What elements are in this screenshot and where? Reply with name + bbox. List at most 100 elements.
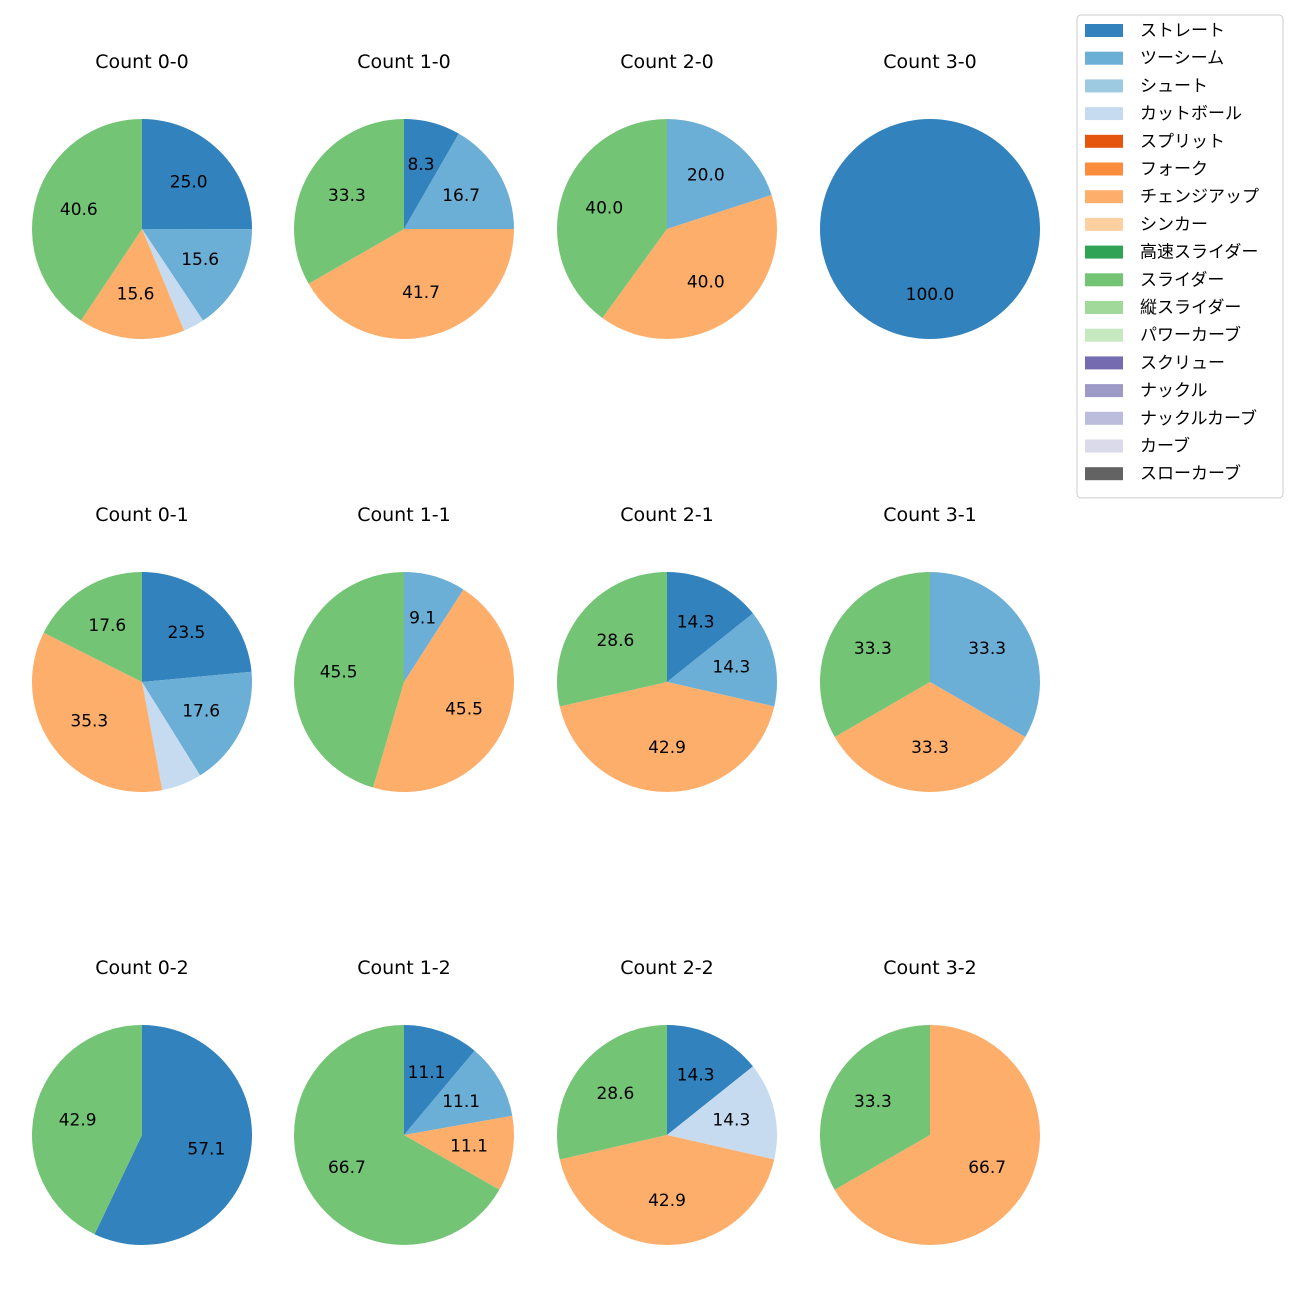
slice-label: 16.7 (442, 186, 480, 206)
slice-チェンジアップ (834, 682, 1026, 792)
slice-カットボール (142, 229, 204, 331)
pie-title: Count 3-1 (883, 504, 977, 526)
pie-title: Count 1-2 (357, 957, 451, 979)
pie-count-1-1: Count 1-1 9.1 45.5 45.5 (294, 504, 514, 792)
legend-swatch (1085, 439, 1123, 453)
legend-item: シュート (1085, 76, 1208, 96)
legend-swatch (1085, 79, 1123, 93)
legend-item: スプリット (1085, 132, 1225, 152)
slice-チェンジアップ (373, 589, 514, 792)
legend-label: スプリット (1140, 132, 1225, 152)
pie-count-3-0: Count 3-0 100.0 (820, 51, 1040, 339)
slice-ツーシーム (404, 1050, 513, 1135)
legend-item: スローカーブ (1085, 463, 1241, 484)
slice-カットボール (142, 682, 201, 791)
pie-count-1-0: Count 1-0 8.3 16.7 41.7 33.3 (293, 51, 514, 340)
legend-swatch (1085, 24, 1123, 37)
slice-label: 15.6 (181, 250, 219, 270)
slice-label: 15.6 (117, 285, 155, 305)
slice-スライダー (294, 1025, 500, 1245)
pie-title: Count 2-0 (620, 51, 714, 73)
legend-swatch (1085, 301, 1123, 314)
slice-ストレート (142, 118, 253, 230)
slice-label: 11.1 (442, 1092, 480, 1112)
legend-label: スライダー (1140, 270, 1224, 290)
legend-label: シュート (1140, 76, 1208, 96)
slice-label: 66.7 (968, 1158, 1006, 1178)
slice-ツーシーム (404, 572, 464, 682)
slice-label: 8.3 (407, 155, 434, 175)
slice-チェンジアップ (308, 229, 514, 340)
slice-チェンジアップ (404, 1115, 514, 1190)
legend-frame (1076, 14, 1284, 499)
slice-スライダー (32, 1025, 142, 1235)
slice-ツーシーム (667, 119, 772, 229)
legend-swatch (1085, 273, 1123, 287)
slice-ツーシーム (404, 133, 514, 229)
slice-label: 33.3 (328, 186, 366, 206)
slice-label: 66.7 (328, 1158, 366, 1178)
legend-swatch (1085, 217, 1123, 231)
slice-スライダー (556, 119, 667, 318)
pie-count-3-1: Count 3-1 33.3 33.3 33.3 (820, 504, 1040, 792)
slice-label: 100.0 (906, 285, 955, 305)
slice-label: 40.0 (585, 199, 623, 219)
pies-layer: Count 0-0 25.0 15.6 15.6 40.6 Count 1-0 8.3 16.… (31, 51, 1040, 1246)
legend-swatch (1085, 134, 1123, 148)
slice-スライダー (557, 1025, 667, 1160)
legend-label: チェンジアップ (1140, 187, 1259, 207)
legend-label: ナックル (1140, 381, 1208, 401)
slice-label: 20.0 (687, 166, 725, 186)
legend-item: カットボール (1085, 104, 1242, 124)
legend-item: 縦スライダー (1085, 298, 1241, 318)
slice-label: 33.3 (911, 738, 949, 758)
slice-label: 14.3 (712, 1110, 750, 1130)
slice-スライダー (294, 572, 404, 788)
legend-label: カットボール (1140, 104, 1242, 124)
slice-スライダー (820, 572, 930, 737)
pie-title: Count 1-1 (357, 504, 451, 526)
pie-count-3-2: Count 3-2 66.7 33.3 (819, 957, 1040, 1245)
legend-item: 高速スライダー (1085, 243, 1258, 263)
slice-ツーシーム (142, 229, 252, 321)
slice-label: 42.9 (59, 1110, 97, 1130)
legend-item: チェンジアップ (1085, 187, 1259, 207)
pie-count-2-1: Count 2-1 14.3 14.3 42.9 28.6 (557, 504, 777, 792)
legend-swatch (1085, 467, 1123, 481)
pie-title: Count 1-0 (357, 51, 451, 73)
slice-label: 45.5 (320, 663, 358, 683)
slice-label: 11.1 (450, 1136, 488, 1156)
slice-label: 11.1 (408, 1063, 446, 1083)
slice-label: 25.0 (170, 172, 208, 192)
slice-label: 33.3 (854, 1092, 892, 1112)
slice-ストレート (820, 119, 1040, 339)
pie-title: Count 0-2 (95, 957, 189, 979)
slice-ストレート (404, 119, 459, 229)
slice-ストレート (667, 1025, 753, 1135)
pie-title: Count 2-2 (620, 957, 714, 979)
slice-label: 40.6 (60, 200, 98, 220)
slice-ストレート (142, 572, 252, 682)
legend-item: ツーシーム (1085, 49, 1224, 69)
pie-title: Count 0-0 (95, 51, 189, 73)
legend-swatch (1085, 356, 1123, 370)
legend-item: フォーク (1085, 160, 1208, 180)
pie-count-0-1: Count 0-1 23.5 17.6 35.3 17.6 (31, 504, 253, 792)
pie-title: Count 3-0 (883, 51, 977, 73)
legend-item: シンカー (1085, 215, 1208, 235)
slice-チェンジアップ (80, 229, 185, 339)
legend-swatch (1085, 162, 1123, 176)
pie-title: Count 0-1 (95, 504, 189, 526)
legend-item: カーブ (1085, 436, 1190, 457)
legend-swatch (1085, 384, 1123, 398)
slice-label: 57.1 (187, 1140, 225, 1160)
legend-label: 縦スライダー (1140, 298, 1241, 318)
legend-label: ストレート (1140, 21, 1225, 41)
legend-item: パワーカーブ (1085, 325, 1241, 346)
slice-label: 14.3 (677, 1066, 715, 1086)
legend-swatch (1085, 245, 1123, 259)
slice-label: 33.3 (854, 639, 892, 659)
legend-swatch (1085, 328, 1123, 342)
slice-チェンジアップ (559, 682, 775, 792)
